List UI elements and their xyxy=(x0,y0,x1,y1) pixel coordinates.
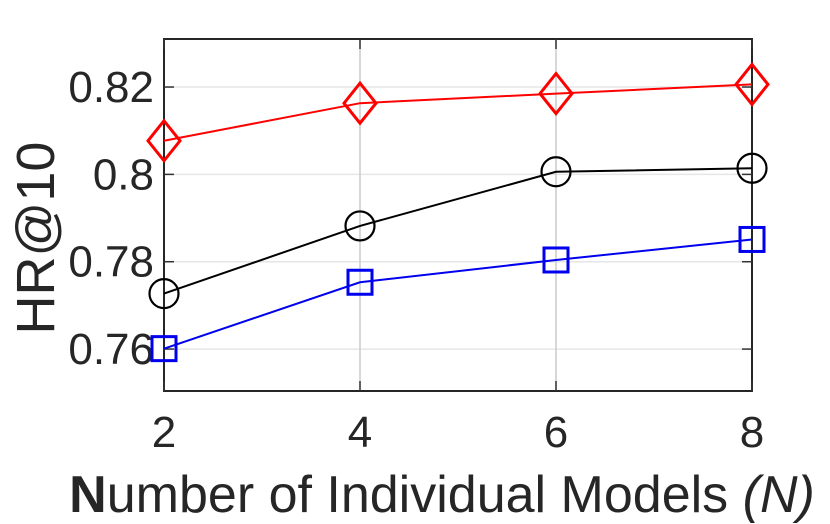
x-axis-label-italic-n: (N) xyxy=(742,466,815,524)
blue-square-series-marker xyxy=(542,246,570,274)
x-axis-label-text: umber of Individual Models xyxy=(106,466,743,524)
x-axis-label: Number of Individual Models (N) xyxy=(69,465,815,524)
black-circle-series-marker xyxy=(344,210,376,242)
y-tick-label: 0.8 xyxy=(93,150,154,199)
y-tick-label: 0.76 xyxy=(68,325,154,374)
y-tick-label: 0.78 xyxy=(68,238,154,287)
red-diamond-series-line xyxy=(163,83,753,142)
black-circle-series-line xyxy=(163,167,753,295)
y-tick-label: 0.82 xyxy=(68,63,154,112)
red-diamond-series-marker xyxy=(342,80,378,126)
x-tick-label: 8 xyxy=(740,408,764,457)
red-diamond-series-marker xyxy=(538,71,574,116)
blue-square-series-marker xyxy=(346,268,374,296)
x-axis-label-bold-n: N xyxy=(69,466,107,524)
x-tick-label: 2 xyxy=(152,408,176,457)
axis-box xyxy=(163,38,753,392)
blue-square-series-marker xyxy=(150,335,178,363)
red-diamond-series-marker xyxy=(146,118,182,164)
blue-square-series-line xyxy=(163,238,753,350)
black-circle-series-marker xyxy=(736,152,768,184)
x-tick-label: 4 xyxy=(348,408,372,457)
blue-square-series-marker xyxy=(738,225,766,253)
black-circle-series-marker xyxy=(540,156,572,188)
x-tick-label: 6 xyxy=(544,408,568,457)
red-diamond-series-marker xyxy=(734,62,770,107)
black-circle-series-marker xyxy=(148,278,180,310)
